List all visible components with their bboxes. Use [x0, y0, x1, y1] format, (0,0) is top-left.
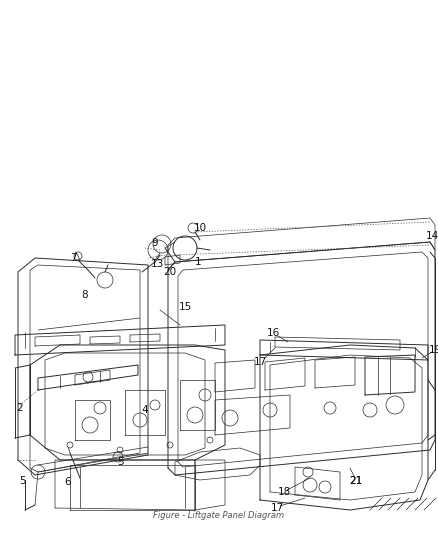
Text: 21: 21 — [350, 476, 363, 486]
Text: 14: 14 — [425, 231, 438, 241]
Text: 10: 10 — [194, 223, 207, 233]
Text: 15: 15 — [178, 302, 192, 312]
Text: 13: 13 — [150, 259, 164, 269]
Text: 5: 5 — [19, 476, 25, 486]
Text: 19: 19 — [428, 345, 438, 355]
Text: 9: 9 — [152, 238, 158, 248]
Text: 1: 1 — [194, 257, 201, 267]
Text: 4: 4 — [141, 405, 148, 415]
Text: 5: 5 — [117, 457, 124, 467]
Text: 6: 6 — [65, 477, 71, 487]
Text: 17: 17 — [270, 503, 284, 513]
Text: 16: 16 — [266, 328, 279, 338]
Text: 18: 18 — [277, 487, 291, 497]
Text: 7: 7 — [70, 253, 76, 263]
Text: 8: 8 — [82, 290, 88, 300]
Text: 17: 17 — [253, 357, 267, 367]
Text: Figure - Liftgate Panel Diagram: Figure - Liftgate Panel Diagram — [153, 511, 285, 520]
Text: 20: 20 — [163, 267, 177, 277]
Text: 21: 21 — [350, 476, 363, 486]
Text: 2: 2 — [17, 403, 23, 413]
